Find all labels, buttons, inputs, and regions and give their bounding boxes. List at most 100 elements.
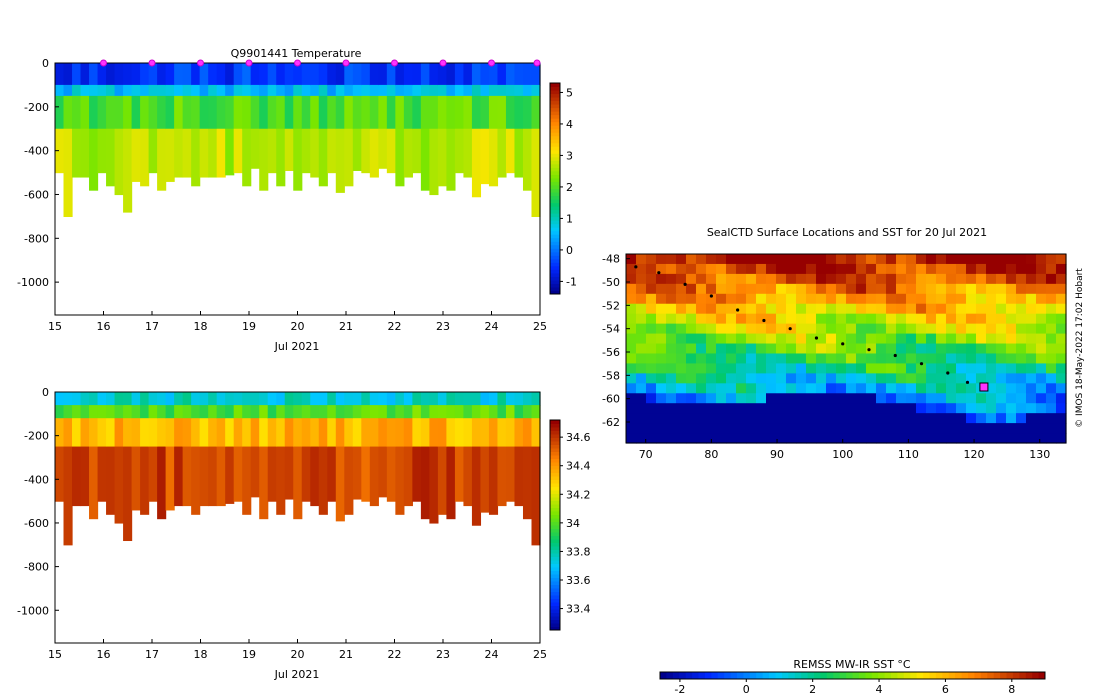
sst-cell bbox=[876, 313, 887, 325]
sst-cell bbox=[906, 313, 917, 325]
colorbar-segment bbox=[550, 507, 560, 512]
profile-cell bbox=[208, 418, 218, 448]
colorbar-segment bbox=[550, 458, 560, 463]
profile-cell bbox=[80, 63, 90, 86]
profile-cell bbox=[72, 63, 82, 86]
sst-cell bbox=[946, 403, 957, 414]
sst-cell bbox=[1026, 263, 1037, 275]
sst-cell bbox=[636, 273, 647, 285]
sst-cell bbox=[846, 254, 857, 265]
sst-cell bbox=[646, 433, 657, 444]
sst-cell bbox=[876, 283, 887, 295]
sst-cell bbox=[666, 283, 677, 295]
profile-cell bbox=[361, 446, 371, 502]
sst-cell bbox=[696, 254, 707, 265]
sst-cell bbox=[996, 433, 1007, 444]
sst-cell bbox=[906, 303, 917, 315]
sst-cell bbox=[716, 383, 727, 394]
sst-cell bbox=[816, 413, 827, 424]
sst-cell bbox=[916, 273, 927, 285]
x-tick-label: 25 bbox=[533, 320, 547, 333]
sst-cell bbox=[986, 323, 997, 335]
x-tick-label: 120 bbox=[964, 448, 985, 461]
profile-cell bbox=[225, 392, 235, 406]
sst-cell bbox=[786, 333, 797, 345]
profile-cell bbox=[63, 63, 73, 86]
profile-cell bbox=[522, 63, 533, 86]
sst-cell bbox=[706, 373, 717, 384]
profile-cell bbox=[293, 84, 303, 97]
sst-cell bbox=[976, 303, 987, 315]
colorbar-tick-label: 33.8 bbox=[566, 545, 591, 558]
sst-cell bbox=[826, 403, 837, 414]
profile-cell bbox=[216, 418, 226, 448]
profile-cell bbox=[369, 63, 379, 86]
profile-cell bbox=[395, 128, 405, 187]
track-point bbox=[965, 380, 970, 384]
profile-cell bbox=[318, 405, 328, 419]
colorbar-segment bbox=[698, 672, 706, 679]
profile-cell bbox=[140, 84, 150, 97]
sst-cell bbox=[846, 343, 857, 355]
sst-cell bbox=[846, 333, 857, 345]
profile-cell bbox=[420, 392, 430, 406]
sst-cell bbox=[756, 273, 767, 285]
colorbar-segment bbox=[550, 251, 560, 256]
sst-cell bbox=[876, 254, 887, 265]
sst-cell bbox=[656, 393, 667, 404]
sst-colorbar: -2 0 2 4 6 8 bbox=[659, 671, 1046, 696]
profile-cell bbox=[446, 95, 456, 130]
sst-cell bbox=[1016, 263, 1027, 275]
y-tick-label: -600 bbox=[24, 517, 49, 530]
sst-cell bbox=[746, 313, 757, 325]
y-tick-label: -56 bbox=[602, 346, 620, 359]
profile-cell bbox=[505, 446, 516, 502]
sst-cell bbox=[1056, 333, 1067, 345]
sst-cell bbox=[756, 333, 767, 345]
profile-cell bbox=[182, 405, 192, 419]
sst-cell bbox=[876, 323, 887, 335]
sst-map-field bbox=[626, 254, 1067, 444]
sst-cell bbox=[666, 393, 677, 404]
profile-cell bbox=[403, 95, 413, 130]
profile-cell bbox=[395, 95, 405, 130]
colorbar-segment bbox=[550, 244, 560, 249]
sst-cell bbox=[1026, 313, 1037, 325]
sst-cell bbox=[726, 363, 737, 374]
profile-cell bbox=[233, 63, 243, 86]
profile-cell bbox=[293, 95, 303, 130]
sst-cell bbox=[1016, 383, 1027, 394]
sst-cell bbox=[636, 263, 647, 275]
profile-cell bbox=[72, 446, 82, 507]
profile-cell bbox=[446, 392, 456, 406]
profile-cell bbox=[327, 446, 337, 502]
profile-cell bbox=[420, 446, 430, 520]
sst-cell bbox=[636, 353, 647, 365]
sst-cell bbox=[876, 423, 887, 434]
sst-cell bbox=[636, 433, 647, 444]
sst-cell bbox=[776, 343, 787, 355]
sst-cell bbox=[756, 254, 767, 265]
sst-cell bbox=[706, 403, 717, 414]
sst-cell bbox=[626, 273, 637, 285]
colorbar-segment bbox=[550, 511, 560, 515]
sst-cell bbox=[826, 393, 837, 404]
profile-cell bbox=[174, 405, 184, 419]
sst-cell bbox=[756, 423, 767, 434]
profile-cell bbox=[505, 95, 516, 130]
sst-cell bbox=[626, 353, 637, 365]
profile-cell bbox=[106, 84, 116, 97]
y-tick-label: -200 bbox=[24, 430, 49, 443]
y-tick-label: -400 bbox=[24, 145, 49, 158]
colorbar-segment bbox=[794, 672, 802, 679]
sst-cell bbox=[1026, 273, 1037, 285]
sst-cell bbox=[1056, 343, 1067, 355]
colorbar-segment bbox=[550, 234, 560, 239]
sst-cell bbox=[826, 313, 837, 325]
sst-cell bbox=[686, 343, 697, 355]
sst-cell bbox=[626, 363, 637, 374]
profile-cell bbox=[174, 63, 184, 86]
profile-cell bbox=[335, 128, 345, 193]
colorbar-segment bbox=[749, 672, 757, 679]
